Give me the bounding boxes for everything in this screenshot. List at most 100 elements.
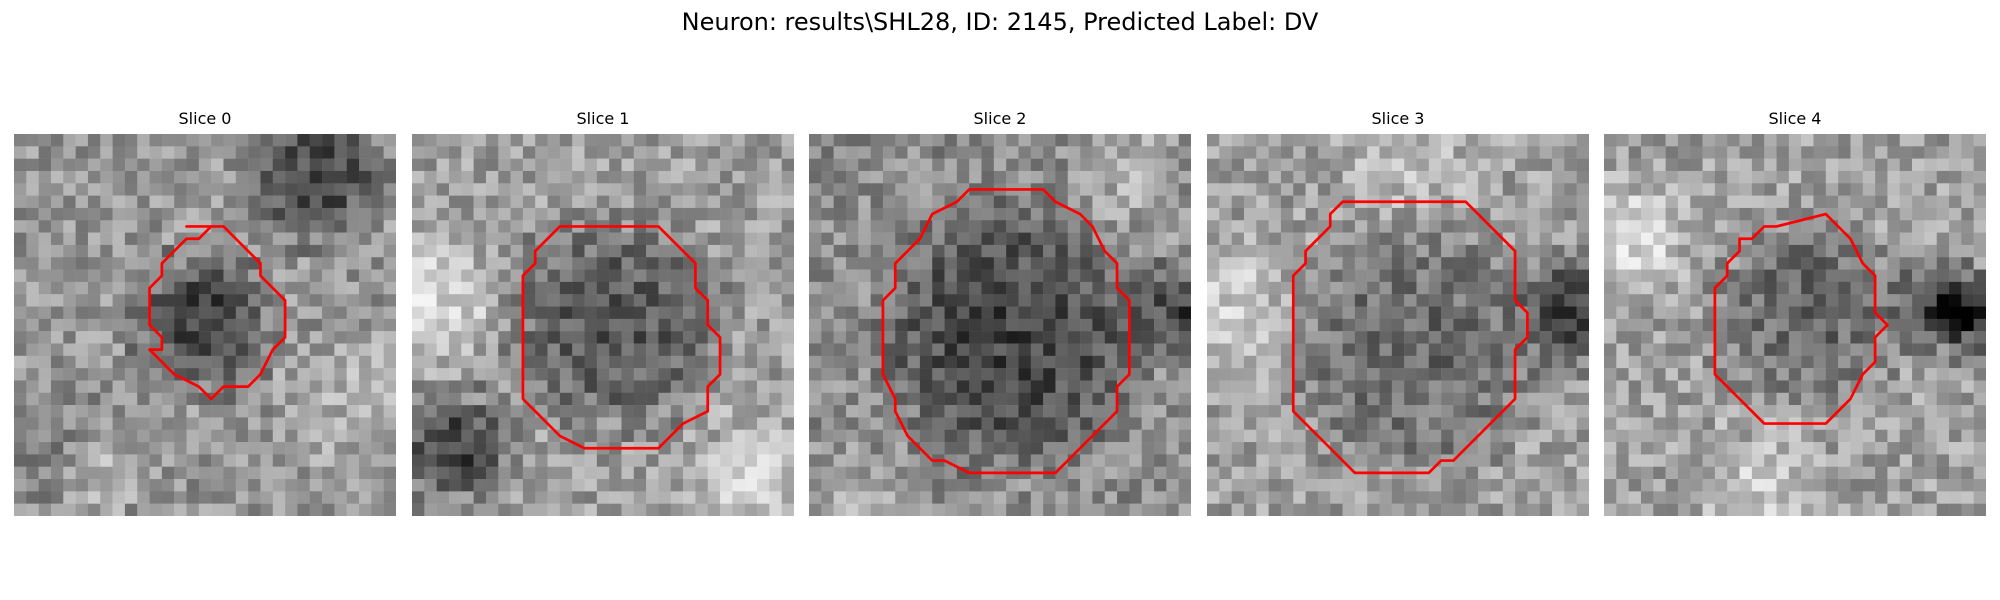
pixel (1604, 417, 1617, 430)
pixel (346, 318, 360, 332)
pixel (1924, 220, 1937, 233)
slice-2-svg (809, 134, 1191, 516)
pixel (1690, 244, 1703, 258)
pixel (26, 232, 39, 246)
pixel (1166, 331, 1179, 344)
pixel (1080, 294, 1093, 307)
pixel (1166, 417, 1179, 430)
pixel (1949, 244, 1962, 258)
pixel (969, 220, 982, 233)
pixel (919, 195, 933, 209)
pixel (559, 318, 573, 332)
pixel (124, 417, 138, 430)
pixel (757, 294, 770, 307)
pixel (1899, 158, 1913, 172)
pixel (1616, 343, 1629, 357)
pixel (1030, 207, 1044, 221)
pixel (498, 479, 511, 492)
pixel (833, 503, 847, 516)
pixel (1280, 170, 1294, 184)
pixel (1207, 195, 1220, 209)
pixel (211, 207, 224, 221)
pixel (1924, 454, 1937, 467)
pixel (1850, 146, 1864, 159)
pixel (1653, 146, 1666, 159)
pixel (969, 281, 982, 295)
pixel (757, 380, 770, 394)
pixel (809, 232, 822, 246)
pixel (186, 158, 200, 172)
pixel (248, 429, 261, 443)
pixel (744, 479, 758, 492)
pixel (695, 220, 708, 233)
pixel (833, 355, 847, 369)
pixel (584, 257, 598, 270)
pixel (1515, 392, 1528, 406)
pixel (1154, 146, 1167, 159)
pixel (870, 466, 884, 480)
pixel (198, 134, 212, 147)
pixel (1354, 429, 1368, 443)
pixel (26, 417, 39, 430)
pixel (1665, 429, 1679, 443)
pixel (646, 417, 659, 430)
pixel (112, 306, 126, 320)
pixel (1552, 294, 1565, 307)
pixel (383, 503, 396, 516)
pixel (1862, 207, 1876, 221)
pixel (1416, 232, 1430, 246)
pixel (510, 281, 524, 295)
pixel (981, 294, 995, 307)
pixel (100, 232, 113, 246)
pixel (1788, 429, 1802, 443)
pixel (981, 207, 995, 221)
pixel (646, 368, 659, 381)
pixel (1030, 170, 1044, 184)
pixel (1055, 503, 1069, 516)
pixel (907, 466, 921, 480)
pixel (161, 466, 175, 480)
pixel (75, 417, 89, 430)
pixel (1604, 479, 1617, 492)
pixel (1665, 183, 1679, 196)
pixel (161, 318, 175, 332)
pixel (707, 183, 721, 196)
pixel (1527, 429, 1540, 443)
pixel (1293, 429, 1306, 443)
pixel (1391, 257, 1405, 270)
pixel (535, 306, 548, 320)
pixel (473, 232, 487, 246)
pixel (322, 454, 335, 467)
pixel (124, 170, 138, 184)
pixel (1465, 343, 1479, 357)
pixel (1739, 158, 1753, 172)
pixel (1256, 207, 1269, 221)
pixel (809, 479, 822, 492)
pixel (211, 195, 224, 209)
pixel (1490, 244, 1503, 258)
pixel (510, 355, 524, 369)
pixel (695, 195, 708, 209)
pixel (297, 392, 310, 406)
pixel (932, 232, 945, 246)
pixel (1490, 257, 1503, 270)
pixel (1342, 244, 1356, 258)
pixel (1690, 207, 1703, 221)
pixel (1899, 491, 1913, 504)
pixel (1640, 244, 1654, 258)
pixel (757, 491, 770, 504)
pixel (1515, 466, 1528, 480)
pixel (498, 294, 511, 307)
pixel (1776, 183, 1790, 196)
pixel (412, 479, 425, 492)
pixel (412, 183, 425, 196)
pixel (26, 442, 39, 455)
pixel (260, 195, 274, 209)
pixel (1912, 294, 1925, 307)
pixel (473, 183, 487, 196)
pixel (646, 466, 659, 480)
pixel (448, 454, 462, 467)
pixel (1576, 368, 1589, 381)
pixel (309, 207, 323, 221)
pixel (944, 306, 958, 320)
